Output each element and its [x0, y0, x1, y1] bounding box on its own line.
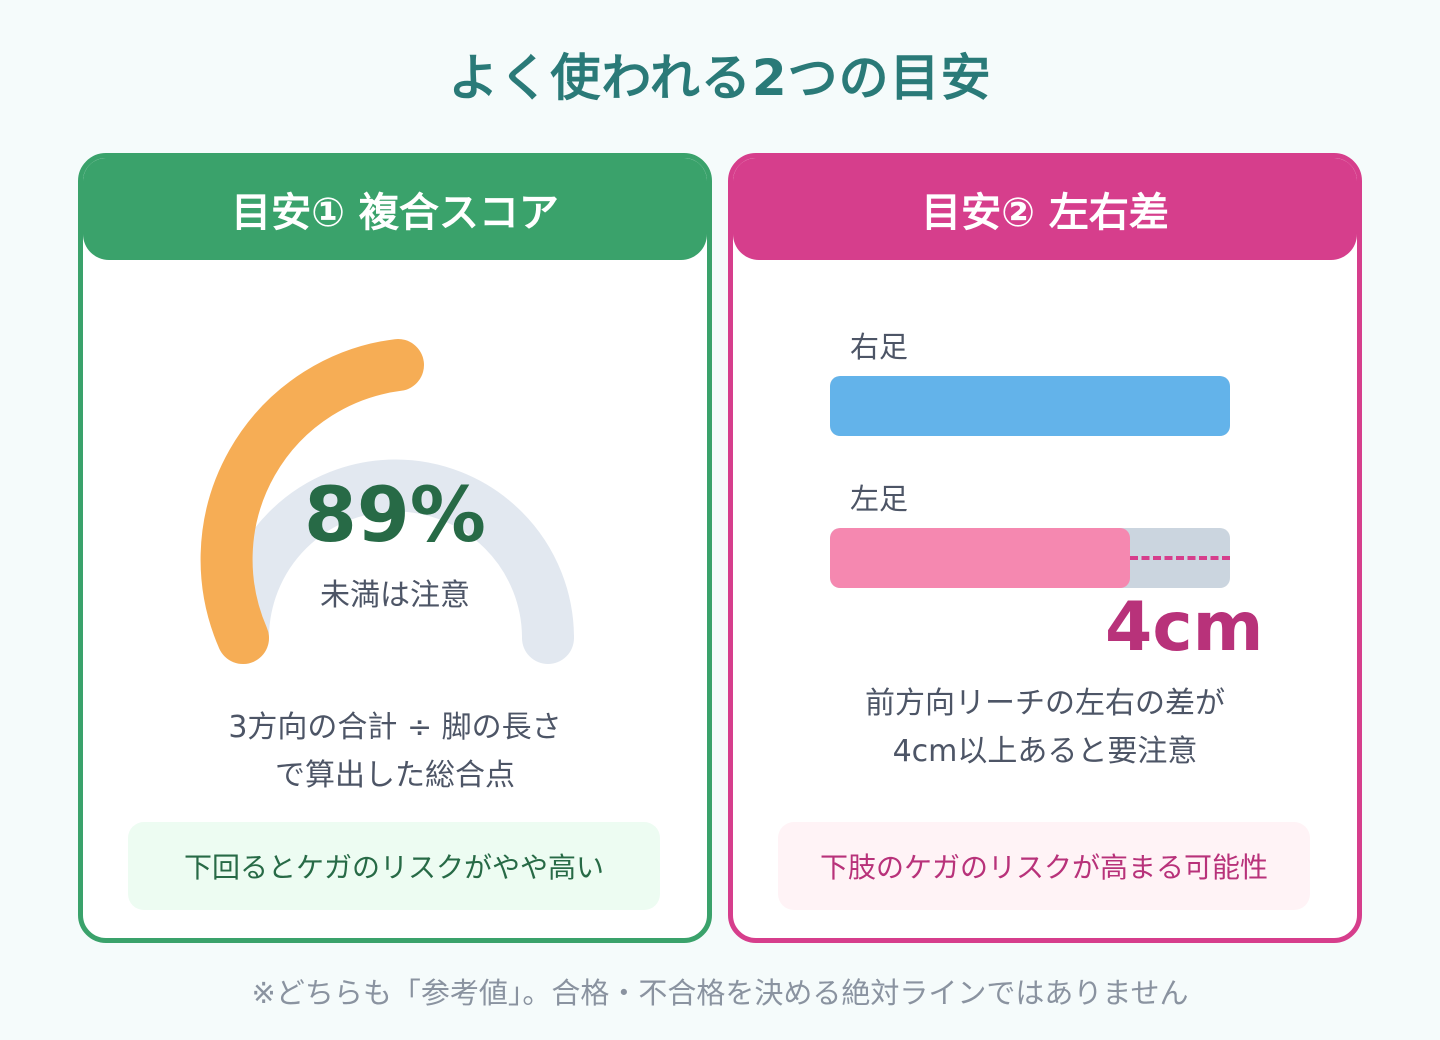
difference-value: 4cm — [1105, 588, 1264, 667]
right-leg-bar — [830, 376, 1230, 436]
score-threshold-caption: 未満は注意 — [320, 578, 470, 613]
right-leg-label: 右足 — [850, 330, 909, 364]
difference-dash-line — [1130, 556, 1230, 560]
asymmetry-description-line2: 4cm以上あると要注意 — [892, 734, 1198, 769]
composite-score-header: 目安① 複合スコア — [83, 158, 707, 260]
score-description-line2: で算出した総合点 — [275, 758, 515, 793]
asymmetry-header: 目安② 左右差 — [733, 158, 1357, 260]
asymmetry-note: 下肢のケガのリスクが高まる可能性 — [778, 822, 1310, 910]
score-threshold-value: 89% — [304, 470, 486, 559]
asymmetry-description-line1: 前方向リーチの左右の差が — [865, 686, 1225, 721]
score-note: 下回るとケガのリスクがやや高い — [128, 822, 660, 910]
score-gauge — [200, 339, 574, 664]
score-description-line1: 3方向の合計 ÷ 脚の長さ — [228, 710, 562, 745]
page-title: よく使われる2つの目安 — [448, 49, 992, 107]
left-leg-bar-track — [830, 528, 1230, 588]
footer-note: ※どちらも「参考値」。合格・不合格を決める絶対ラインではありません — [251, 976, 1189, 1010]
right-leg-bar-track — [830, 376, 1230, 436]
left-leg-label: 左足 — [850, 482, 909, 516]
left-leg-bar — [830, 528, 1130, 588]
gauge-arc — [200, 339, 424, 664]
gauge-track — [217, 459, 574, 664]
asymmetry-card: 目安② 左右差 右足 左足 4cm 前方向リーチの左右の差が 4cm以上あると要… — [728, 153, 1362, 943]
composite-score-card: 目安① 複合スコア 89% 未満は注意 3方向の合計 ÷ 脚の長さ で算出した総… — [78, 153, 712, 943]
